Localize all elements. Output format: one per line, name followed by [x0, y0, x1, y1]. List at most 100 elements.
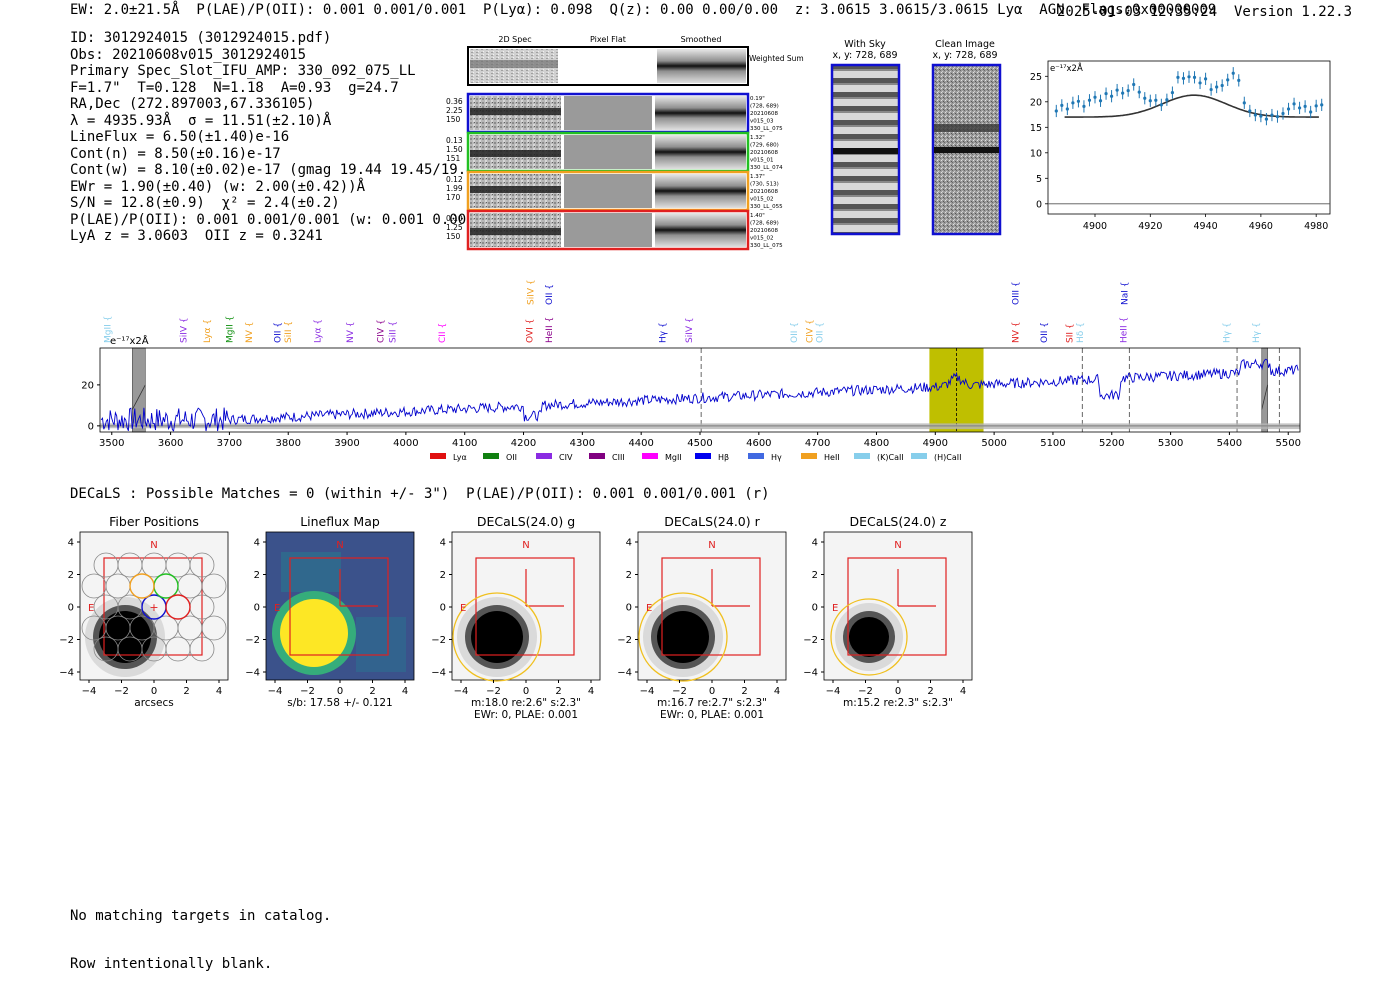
east-label: E [88, 603, 94, 614]
cutout-right-value: v015_02 [750, 236, 774, 242]
zoom-data-point [1237, 78, 1241, 82]
zoom-data-point [1314, 104, 1318, 108]
emission-line-label: OVI { [525, 319, 535, 343]
cutout-smoothed [655, 96, 746, 130]
cutout-left-value: 0.12 [446, 175, 463, 184]
stamp-ytick-label: −4 [59, 668, 74, 679]
stamp-aperture-box [103, 557, 203, 656]
stamp-title: DECaLS(24.0) z [850, 514, 947, 529]
north-label: N [708, 540, 715, 551]
legend-swatch [854, 453, 870, 459]
legend-label: CIV [559, 453, 573, 462]
info-line: λ = 4935.93Å σ = 11.51(±2.10)Å [70, 112, 332, 129]
cutout-right-value: 330_LL_075 [750, 126, 783, 132]
stamp-ytick-label: 2 [254, 570, 260, 581]
north-label: N [522, 540, 529, 551]
cutout-left-value: 0.13 [446, 136, 463, 145]
stamp-xtick-label: 0 [895, 686, 901, 697]
image-stamps: Fiber Positions + N E −4 4 −2 2 0 0 2 −2 4 −4 arcsecs L… [59, 514, 973, 721]
fiber-circle [189, 636, 215, 662]
spectrum-xtick-label: 4500 [687, 438, 712, 449]
zoom-data-point [1093, 95, 1097, 99]
legend-swatch [536, 453, 552, 459]
info-line: Cont(n) = 8.50(±0.16)e-17 [70, 145, 281, 162]
clean-image-title: Clean Image [935, 39, 995, 50]
zoom-data-point [1054, 109, 1058, 113]
zoom-data-point [1297, 106, 1302, 110]
cutout-right-value: v015_02 [750, 197, 774, 203]
spectrum-xtick-label: 3500 [99, 438, 124, 449]
zoom-data-point [1109, 94, 1114, 98]
stamp-ytick-label: 0 [440, 603, 446, 614]
spectrum-xtick-label: 3600 [158, 438, 183, 449]
spectrum-xtick-label: 5000 [981, 438, 1006, 449]
info-line: Cont(w) = 8.10(±0.02)e-17 (gmag 19.44 19… [70, 162, 492, 178]
zoom-data-point [1148, 99, 1152, 103]
stamp-caption: EWr: 0, PLAE: 0.001 [660, 709, 764, 721]
emission-line-label: Hδ { [1076, 322, 1086, 343]
stamp-panel: Fiber Positions + N E −4 4 −2 2 0 0 2 −2 4 −4 arcsecs [59, 514, 229, 709]
fiber-circle [201, 615, 227, 641]
full-spectrum-chart: e⁻¹⁷x2Å 0 20 3500 3600 3700 3800 3900 4000 4100 42… [81, 279, 1301, 462]
info-line: ID: 3012924015 (3012924015.pdf) [70, 30, 332, 46]
legend-swatch [483, 453, 499, 459]
zoom-data-point [1270, 113, 1274, 117]
stamp-aperture-box [847, 557, 947, 656]
with-sky-coords: x, y: 728, 689 [832, 50, 897, 61]
spectrum-xtick-label: 4400 [628, 438, 653, 449]
emission-line-label: OII { [545, 284, 555, 305]
north-label: N [150, 540, 157, 551]
emission-line-label: SiIV { [527, 279, 537, 305]
zoom-data-point [1143, 96, 1147, 100]
north-label: N [894, 540, 901, 551]
fiber-circle [201, 573, 227, 599]
emission-line-label: CIV { [377, 319, 387, 343]
stamp-xtick-label: 4 [402, 686, 408, 697]
info-line: LyA z = 3.0603 OII z = 0.3241 [70, 228, 323, 244]
zoom-data-point [1198, 81, 1202, 85]
zoom-axes-frame [1047, 60, 1331, 215]
cutout-right-value: 1.32" [750, 135, 765, 141]
zoom-data-point [1159, 103, 1163, 107]
fiber-circle [189, 552, 215, 578]
cutout-right-value: 1.37" [750, 174, 765, 180]
cutout-left-value: 0.36 [446, 97, 463, 106]
zoom-data-point [1226, 78, 1230, 82]
zoom-data-point [1104, 92, 1108, 96]
spectrum-xtick-label: 4600 [746, 438, 771, 449]
zoom-fit-chart: e⁻¹⁷x2Å 0 5 10 15 20 25 4900 4920 4940 4960 4980 [1030, 60, 1331, 232]
stamp-xtick-label: −2 [300, 686, 315, 697]
zoom-data-point [1231, 71, 1235, 75]
stamp-xtick-label: −2 [486, 686, 501, 697]
stamp-ytick-label: −4 [431, 668, 446, 679]
stamp-caption: m:16.7 re:2.7" s:2.3" [657, 697, 767, 709]
zoom-ytick-label: 15 [1030, 123, 1042, 134]
zoom-data-point [1203, 77, 1208, 81]
detection-info: ID: 3012924015 (3012924015.pdf) Obs: 202… [70, 30, 534, 245]
stamp-xtick-label: 4 [960, 686, 966, 697]
emission-line-label: SiIV { [180, 317, 190, 343]
cutout-pixelflat [564, 174, 652, 208]
stamp-title: DECaLS(24.0) r [664, 514, 760, 529]
cutout-right-value: 330_LL_055 [750, 204, 783, 210]
zoom-data-point [1192, 75, 1197, 79]
emission-line-label: SiIV { [685, 317, 695, 343]
zoom-data-point [1286, 107, 1291, 111]
spectrum-line [100, 358, 1299, 432]
legend-swatch [430, 453, 446, 459]
emission-line-label: OII { [274, 322, 284, 343]
stamp-title: DECaLS(24.0) g [477, 514, 575, 529]
stamp-xtick-label: −4 [640, 686, 655, 697]
catalog-footer: No matching targets in catalog. Row inte… [70, 876, 331, 988]
stamp-ytick-label: 4 [254, 538, 260, 549]
zoom-data-point [1309, 110, 1313, 114]
zoom-data-point [1071, 101, 1075, 105]
zoom-data-point [1292, 102, 1296, 106]
zoom-data-point [1181, 76, 1186, 80]
cutout-right-value: v015_01 [750, 158, 774, 164]
